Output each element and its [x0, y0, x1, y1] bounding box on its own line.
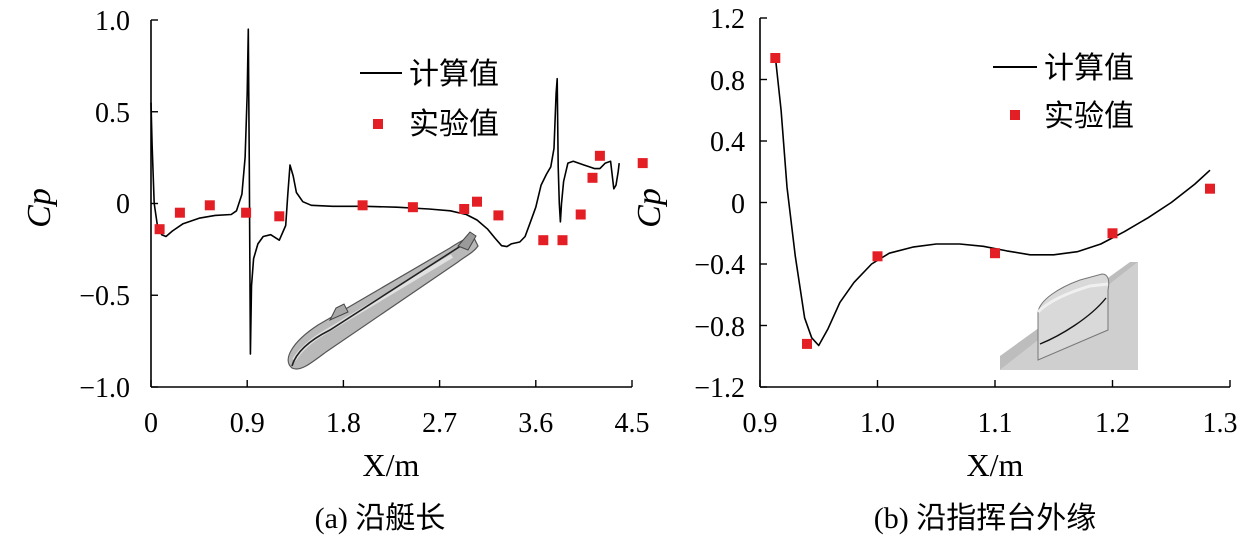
panel-a-legend: 计算值 实验值	[360, 58, 499, 141]
panel-a-experimental-point	[274, 211, 285, 222]
panel-b-ytick-label: 0.4	[710, 127, 745, 158]
panel-b-ytick-label: −1.2	[694, 373, 745, 404]
panel-b-experimental-point	[770, 53, 781, 63]
panel-a-experimental-point	[459, 204, 470, 214]
panel-b-experimental-point	[990, 248, 1000, 259]
panel-a-experimental-point	[154, 224, 165, 235]
panel-b-ytick-label: 0.8	[710, 66, 745, 97]
panel-a-experimental-point	[174, 207, 185, 218]
panel-a-experimental-point	[472, 196, 482, 207]
panel-b-ticks	[759, 17, 1231, 388]
panel-b-plot-area	[770, 53, 1215, 349]
panel-a-ytick-label: 0	[116, 189, 130, 220]
panel-a-ytick-label: −1.0	[79, 373, 130, 404]
panel-a-y-axis-label: Cp	[21, 188, 58, 228]
panel-a-experimental-point	[557, 235, 568, 246]
panel-a-experimental-point	[357, 200, 368, 211]
panel-a-xtick-label: 1.8	[326, 408, 361, 439]
panel-a-plot-area	[150, 28, 648, 355]
chart-panel-a: 1.0 0.5 0 −0.5 −1.0 0 0.9 1.8 2.7 3.6 4.…	[21, 6, 650, 535]
legend-marker-sample	[1010, 110, 1020, 120]
sail-illustration	[1000, 262, 1138, 370]
panel-b-experimental-point	[802, 338, 812, 349]
panel-b-experimental-point	[872, 251, 883, 262]
legend-label-computed: 计算值	[409, 58, 499, 91]
panel-b-xtick-label: 1.0	[860, 408, 895, 439]
legend-label-computed: 计算值	[1044, 52, 1134, 85]
panel-b-xtick-labels: 0.9 1.0 1.1 1.2 1.3	[743, 408, 1238, 439]
legend-marker-sample	[373, 119, 383, 129]
panel-b-experimental-point	[1205, 183, 1215, 194]
legend-label-experimental: 实验值	[409, 108, 499, 141]
panel-a-experimental-point	[493, 210, 504, 221]
panel-a-computed-line	[150, 28, 620, 355]
panel-b-xtick-label: 1.3	[1203, 408, 1238, 439]
panel-b-y-axis-label: Cp	[631, 188, 668, 228]
panel-a-experimental-point	[538, 235, 549, 246]
panel-b-xtick-label: 1.1	[978, 408, 1013, 439]
panel-a-experimental-point	[407, 202, 418, 213]
panel-a-ytick-labels: 1.0 0.5 0 −0.5 −1.0	[79, 6, 130, 404]
panel-a-xtick-label: 0	[144, 408, 158, 439]
panel-a-xtick-label: 0.9	[230, 408, 265, 439]
panel-a-xtick-label: 3.6	[518, 408, 553, 439]
panel-b-experimental-point	[1107, 228, 1118, 239]
panel-b-xtick-label: 0.9	[743, 408, 778, 439]
panel-a-experimental-point	[204, 200, 215, 211]
panel-b-axes	[759, 18, 1230, 388]
panel-a-xtick-label: 4.5	[615, 408, 650, 439]
panel-a-x-axis-label: X/m	[363, 447, 420, 483]
panel-a-experimental-point	[637, 158, 648, 169]
panel-a-experimental-point	[587, 172, 598, 183]
chart-panel-b: 1.2 0.8 0.4 0 −0.4 −0.8 −1.2 0.9 1.0 1.1…	[631, 4, 1238, 535]
panel-b-caption: (b) 沿指挥台外缘	[874, 502, 1096, 535]
panel-b-ytick-label: −0.4	[694, 250, 745, 281]
panel-a-xtick-label: 2.7	[422, 408, 457, 439]
panel-b-legend: 计算值 实验值	[993, 52, 1134, 133]
panel-a-experimental-point	[241, 207, 252, 218]
legend-label-experimental: 实验值	[1044, 100, 1134, 133]
panel-a-ytick-label: −0.5	[79, 281, 130, 312]
panel-b-ytick-label: 1.2	[710, 4, 745, 35]
panel-a-xtick-labels: 0 0.9 1.8 2.7 3.6 4.5	[144, 408, 650, 439]
panel-b-xtick-label: 1.2	[1095, 408, 1130, 439]
panel-b-x-axis-label: X/m	[967, 447, 1024, 483]
panel-b-computed-line	[774, 56, 1211, 347]
panel-a-experimental-point	[594, 150, 605, 161]
panel-b-ytick-labels: 1.2 0.8 0.4 0 −0.4 −0.8 −1.2	[694, 4, 745, 404]
panel-b-ytick-label: 0	[731, 189, 745, 220]
panel-a-ytick-label: 1.0	[95, 6, 130, 37]
submarine-hull-illustration	[287, 231, 479, 370]
panel-a-ytick-label: 0.5	[95, 98, 130, 129]
panel-b-ytick-label: −0.8	[694, 312, 745, 343]
panel-a-experimental-point	[575, 209, 586, 220]
panel-a-caption: (a) 沿艇长	[315, 502, 446, 535]
